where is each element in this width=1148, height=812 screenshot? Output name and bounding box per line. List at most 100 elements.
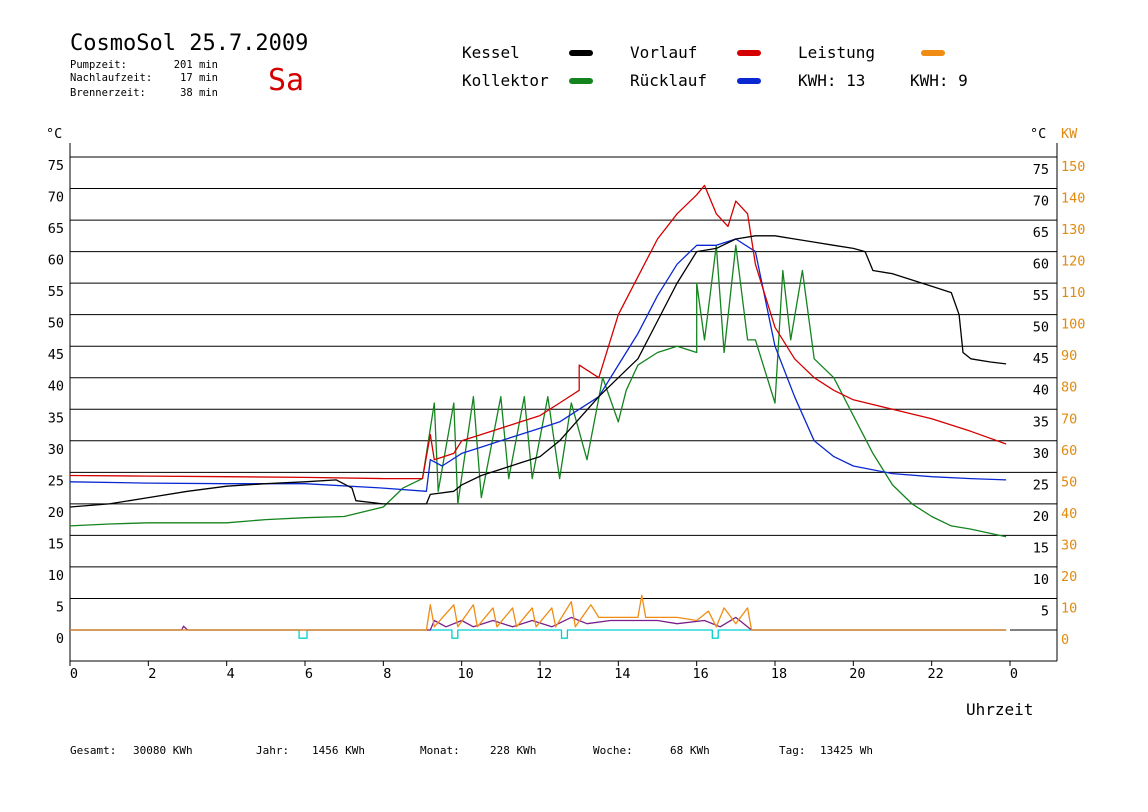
left-tick-label: 75 — [48, 158, 64, 174]
right-axis-unit-kw: KW — [1061, 126, 1078, 142]
left-tick-label: 10 — [48, 568, 64, 584]
left-tick-label: 40 — [48, 379, 64, 395]
left-tick-label: 30 — [48, 442, 64, 458]
legend: Kessel Vorlauf Leistung Kollektor Rückla… — [462, 43, 968, 90]
right-tick-label-kw: 150 — [1061, 159, 1085, 175]
footer-tag-value: 13425 Wh — [820, 744, 873, 757]
series-line-vorlauf — [69, 184, 1007, 480]
right-tick-label-c: 55 — [1033, 288, 1049, 304]
legend-ruecklauf-label: Rücklauf — [630, 71, 707, 90]
left-tick-label: 50 — [48, 316, 64, 332]
right-tick-label-c: 15 — [1033, 540, 1049, 556]
right-axis-unit-c: °C — [1030, 126, 1046, 142]
right-tick-label-kw: 100 — [1061, 317, 1085, 333]
x-axis-label: Uhrzeit — [966, 700, 1033, 719]
right-tick-label-kw: 40 — [1061, 506, 1077, 522]
left-tick-label: 65 — [48, 221, 64, 237]
x-tick-label: 0 — [1010, 666, 1018, 682]
series-group — [69, 184, 1007, 639]
x-tick-label: 4 — [227, 666, 235, 682]
right-tick-label-c: 40 — [1033, 383, 1049, 399]
gridlines — [70, 156, 1057, 631]
right-tick-label-c: 45 — [1033, 351, 1049, 367]
series-line-leistung — [70, 594, 1007, 631]
stat-value-brenner: 38 min — [180, 87, 218, 99]
footer-gesamt-label: Gesamt: — [70, 744, 116, 757]
left-tick-label: 60 — [48, 253, 64, 269]
x-tick-label: 0 — [70, 666, 78, 682]
x-tick-label: 16 — [693, 666, 709, 682]
x-tick-label: 18 — [771, 666, 787, 682]
series-line-kollektor — [69, 244, 1007, 538]
x-tick-label: 14 — [614, 666, 630, 682]
footer-monat-label: Monat: — [420, 744, 460, 757]
left-axis-unit: °C — [46, 126, 62, 142]
right-tick-label-c: 35 — [1033, 414, 1049, 430]
right-tick-label-kw: 110 — [1061, 285, 1085, 301]
left-tick-label: 55 — [48, 284, 64, 300]
right-tick-label-c: 10 — [1033, 572, 1049, 588]
right-axis-ticks-kw: 0 10 20 30 40 50 60 70 80 90 100 110 120 130 140 150 — [1061, 159, 1085, 648]
left-axis-ticks: 0 5 10 15 20 25 30 35 40 45 50 55 60 65 70 75 — [48, 158, 64, 647]
weekday-label: Sa — [268, 63, 304, 98]
series-line-ruecklauf — [69, 238, 1007, 492]
legend-kessel-label: Kessel — [462, 43, 520, 62]
left-tick-label: 5 — [56, 599, 64, 615]
right-tick-label-c: 65 — [1033, 225, 1049, 241]
footer-tag-label: Tag: — [779, 744, 806, 757]
right-tick-label-kw: 30 — [1061, 537, 1077, 553]
right-tick-label-c: 70 — [1033, 194, 1049, 210]
left-tick-label: 15 — [48, 536, 64, 552]
right-tick-label-c: 5 — [1041, 603, 1049, 619]
right-tick-label-c: 50 — [1033, 320, 1049, 336]
stat-label-brenner: Brennerzeit: — [70, 87, 146, 99]
series-line-kessel — [69, 235, 1007, 508]
right-tick-label-c: 20 — [1033, 509, 1049, 525]
right-tick-label-kw: 0 — [1061, 632, 1069, 648]
legend-kollektor-label: Kollektor — [462, 71, 549, 90]
footer-totals: Gesamt: 30080 KWh Jahr: 1456 KWh Monat: … — [70, 744, 873, 757]
legend-kwh-purple: KWH: 9 — [910, 71, 968, 90]
right-tick-label-c: 25 — [1033, 477, 1049, 493]
legend-vorlauf-label: Vorlauf — [630, 43, 697, 62]
x-tick-label: 8 — [383, 666, 391, 682]
footer-gesamt-value: 30080 KWh — [133, 744, 193, 757]
x-tick-label: 22 — [928, 666, 944, 682]
legend-kwh-orange: KWH: 13 — [798, 71, 865, 90]
footer-woche-label: Woche: — [593, 744, 633, 757]
right-tick-label-c: 30 — [1033, 446, 1049, 462]
x-tick-label: 20 — [849, 666, 865, 682]
footer-jahr-label: Jahr: — [256, 744, 289, 757]
footer-jahr-value: 1456 KWh — [312, 744, 365, 757]
right-tick-label-kw: 90 — [1061, 348, 1077, 364]
right-tick-label-kw: 20 — [1061, 569, 1077, 585]
right-axis-ticks-c: 5 10 15 20 25 30 35 40 45 50 55 60 65 70 75 — [1033, 162, 1049, 619]
chart-title: CosmoSol 25.7.2009 — [70, 31, 308, 56]
series-line-pumpe — [70, 629, 1007, 639]
stat-label-nachlauf: Nachlaufzeit: — [70, 72, 152, 84]
stat-value-pump: 201 min — [174, 59, 218, 71]
footer-monat-value: 228 KWh — [490, 744, 536, 757]
left-tick-label: 20 — [48, 505, 64, 521]
x-axis-ticks: 0 2 4 6 8 10 12 14 16 18 20 22 0 — [69, 661, 1018, 682]
right-tick-label-c: 75 — [1033, 162, 1049, 178]
right-tick-label-kw: 120 — [1061, 254, 1085, 270]
left-tick-label: 25 — [48, 473, 64, 489]
right-tick-label-c: 60 — [1033, 257, 1049, 273]
left-tick-label: 70 — [48, 190, 64, 206]
left-tick-label: 0 — [56, 631, 64, 647]
stat-label-pump: Pumpzeit: — [70, 59, 127, 71]
right-tick-label-kw: 10 — [1061, 600, 1077, 616]
footer-woche-value: 68 KWh — [670, 744, 710, 757]
x-tick-label: 2 — [148, 666, 156, 682]
stat-value-nachlauf: 17 min — [180, 72, 218, 84]
right-tick-label-kw: 50 — [1061, 474, 1077, 490]
right-tick-label-kw: 130 — [1061, 222, 1085, 238]
right-tick-label-kw: 80 — [1061, 380, 1077, 396]
x-tick-label: 6 — [305, 666, 313, 682]
x-tick-label: 10 — [458, 666, 474, 682]
x-tick-label: 12 — [536, 666, 552, 682]
left-tick-label: 35 — [48, 410, 64, 426]
right-tick-label-kw: 140 — [1061, 191, 1085, 207]
